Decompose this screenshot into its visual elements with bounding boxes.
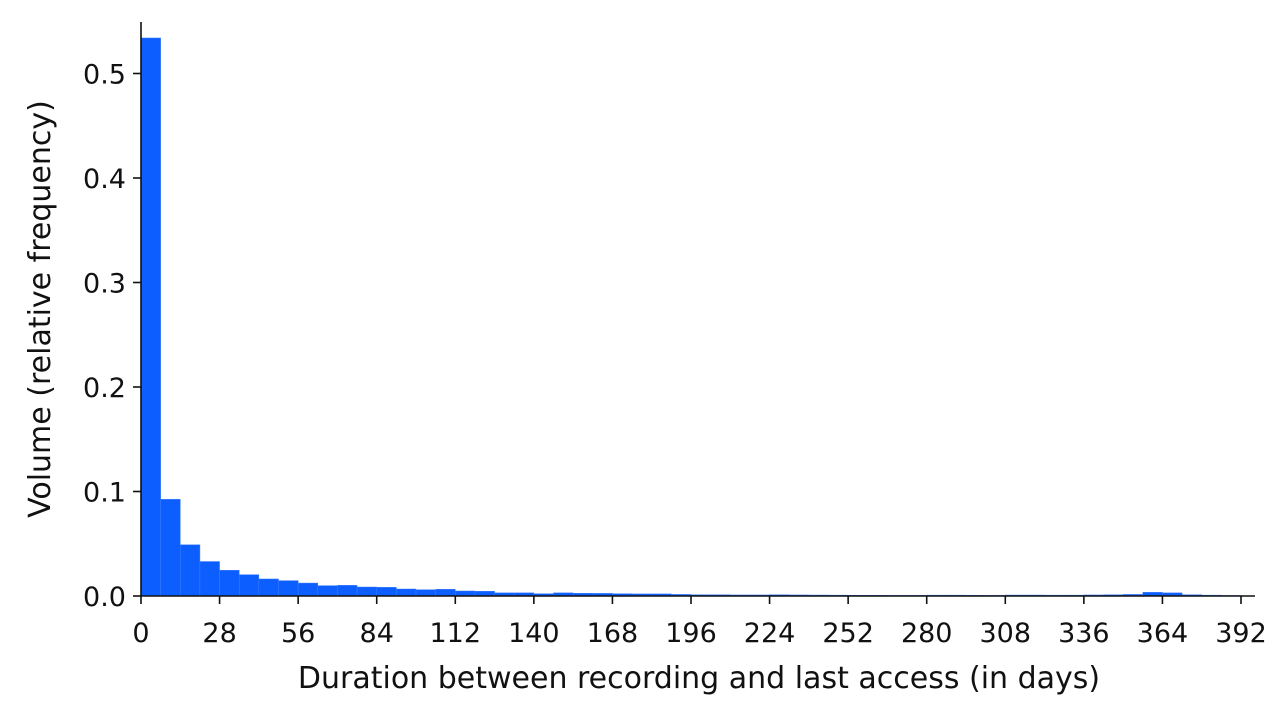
- histogram-bar: [356, 586, 377, 597]
- x-tick-label: 56: [281, 618, 315, 649]
- x-tick-label: 280: [901, 618, 953, 649]
- y-tick-label: 0.2: [83, 373, 126, 404]
- x-tick-label: 84: [360, 618, 394, 649]
- histogram-bar: [160, 499, 181, 597]
- y-ticks: 0.0 0.1 0.2 0.3 0.4 0.5: [83, 60, 141, 613]
- histogram-bar: [415, 589, 436, 597]
- histogram-bar: [219, 570, 240, 597]
- histogram-bar: [238, 574, 260, 597]
- y-axis-label: Volume (relative frequency): [23, 100, 58, 518]
- histogram-bar: [180, 544, 201, 597]
- histogram-bar: [199, 561, 220, 597]
- histogram-bar: [297, 582, 319, 597]
- x-tick-label: 196: [665, 618, 717, 649]
- x-tick-label: 0: [132, 618, 149, 649]
- histogram-bar: [258, 578, 279, 597]
- y-tick-label: 0.1: [83, 478, 126, 509]
- x-tick-label: 224: [744, 618, 796, 649]
- x-tick-label: 308: [980, 618, 1032, 649]
- x-tick-label: 28: [202, 618, 236, 649]
- x-tick-label: 392: [1215, 618, 1267, 649]
- histogram-bar: [317, 585, 338, 597]
- histogram-bar: [396, 588, 417, 597]
- y-tick-label: 0.3: [83, 269, 126, 300]
- histogram-bar: [376, 587, 397, 597]
- y-tick-label: 0.4: [83, 164, 126, 195]
- histogram-bar: [140, 37, 161, 597]
- bars: [140, 37, 1242, 597]
- y-tick-label: 0.0: [83, 582, 126, 613]
- histogram-bar: [337, 585, 358, 597]
- x-tick-label: 364: [1137, 618, 1189, 649]
- histogram-bar: [435, 589, 456, 597]
- x-axis-label: Duration between recording and last acce…: [298, 661, 1100, 696]
- x-tick-label: 336: [1058, 618, 1110, 649]
- x-tick-label: 140: [508, 618, 560, 649]
- x-tick-label: 112: [430, 618, 482, 649]
- x-ticks: 0 28 56 84 112 140 168 196 224 252 280 308 336 364 392: [132, 596, 1267, 649]
- x-tick-label: 168: [587, 618, 639, 649]
- y-tick-label: 0.5: [83, 60, 126, 91]
- histogram-bar: [278, 580, 299, 597]
- x-tick-label: 252: [822, 618, 874, 649]
